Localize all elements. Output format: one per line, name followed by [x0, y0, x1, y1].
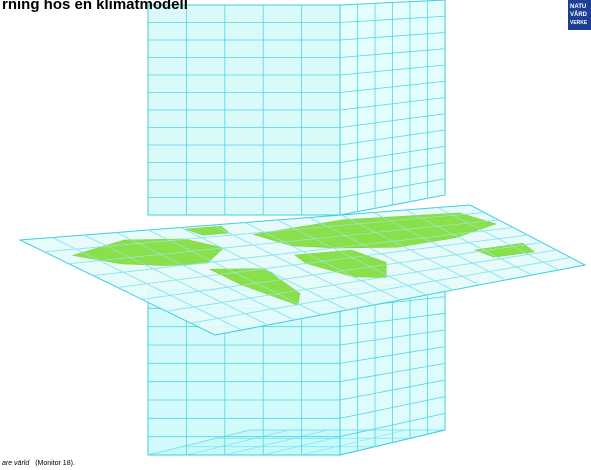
grid-line — [339, 64, 446, 76]
land — [185, 225, 231, 236]
caption-text: (Monitor 18). — [35, 460, 75, 467]
grid-line — [339, 178, 446, 198]
land — [474, 242, 536, 258]
grid-line — [339, 15, 446, 23]
logo-text: VERKE — [570, 20, 588, 26]
land — [253, 212, 497, 249]
grid-line — [339, 312, 446, 328]
land — [72, 238, 225, 266]
grid-line — [44, 212, 485, 253]
grid-line — [339, 145, 446, 163]
grid-line — [339, 346, 446, 364]
upper-grid-box — [147, 0, 446, 216]
caption-italic: are värld — [2, 460, 30, 467]
land — [209, 268, 301, 306]
grid-line — [339, 129, 446, 146]
grid-line — [339, 379, 446, 401]
grid-line — [166, 249, 557, 312]
grid-line — [339, 32, 446, 41]
grid-line — [339, 362, 446, 383]
grid-line — [141, 242, 542, 300]
grid-line — [190, 257, 571, 324]
grid-line — [339, 162, 446, 181]
map-plane — [18, 204, 587, 336]
grid-line — [93, 227, 514, 276]
title: rning hos en klimatmodell — [2, 0, 188, 13]
grid-line — [339, 113, 446, 128]
grid-line — [339, 97, 446, 111]
caption: are värld (Monitor 18). — [2, 460, 75, 467]
grid-line — [339, 80, 446, 93]
logo-text: NATU — [570, 4, 586, 10]
lower-grid-box — [147, 279, 446, 456]
grid-line — [339, 396, 446, 419]
grid-line — [339, 412, 446, 438]
grid-line — [68, 219, 499, 265]
grid-line — [339, 48, 446, 58]
logo — [568, 0, 591, 30]
logo-text: VÅRD — [570, 11, 588, 18]
grid-line — [117, 234, 528, 288]
grid-line — [339, 329, 446, 346]
